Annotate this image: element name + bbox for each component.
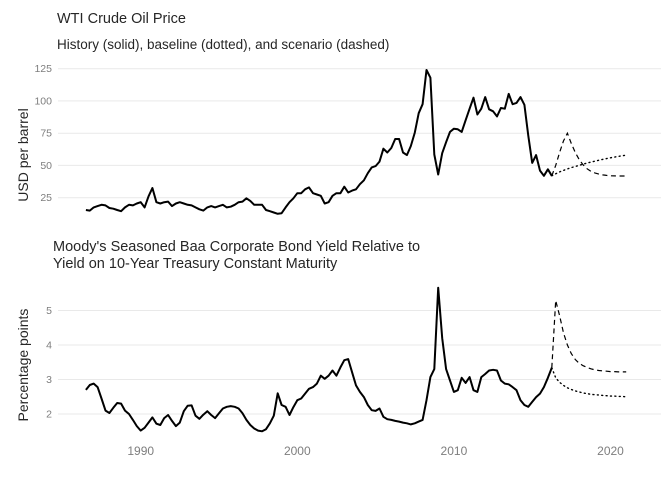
baseline-line: [551, 367, 627, 398]
y-tick-label: 50: [40, 160, 52, 172]
x-tick-label: 2020: [597, 444, 624, 458]
chart1-y-axis-title: USD per barrel: [15, 108, 31, 202]
scenario-line: [551, 131, 627, 177]
chart2-y-axis-title: Percentage points: [15, 308, 31, 422]
history-line: [85, 286, 553, 433]
chart2-title-line2: Yield on 10-Year Treasury Constant Matur…: [53, 256, 338, 272]
chart1-subtitle: History (solid), baseline (dotted), and …: [57, 37, 390, 52]
y-tick-label: 4: [46, 340, 52, 352]
chart2-title-line1: Moody's Seasoned Baa Corporate Bond Yiel…: [53, 239, 421, 255]
y-tick-label: 5: [46, 305, 52, 317]
y-tick-label: 75: [40, 128, 52, 140]
y-tick-label: 25: [40, 192, 52, 204]
x-tick-label: 1990: [127, 444, 154, 458]
history-line: [85, 69, 553, 215]
chart2-title: Moody's Seasoned Baa Corporate Bond Yiel…: [53, 239, 420, 273]
y-tick-label: 2: [46, 409, 52, 421]
baseline-line: [551, 154, 627, 177]
x-tick-label: 2000: [284, 444, 311, 458]
y-tick-label: 100: [34, 95, 52, 107]
x-tick-label: 2010: [441, 444, 468, 458]
chart1-title: WTI Crude Oil Price: [57, 11, 186, 27]
y-tick-label: 3: [46, 374, 52, 386]
scenario-line: [551, 300, 627, 373]
y-tick-label: 125: [34, 63, 52, 75]
